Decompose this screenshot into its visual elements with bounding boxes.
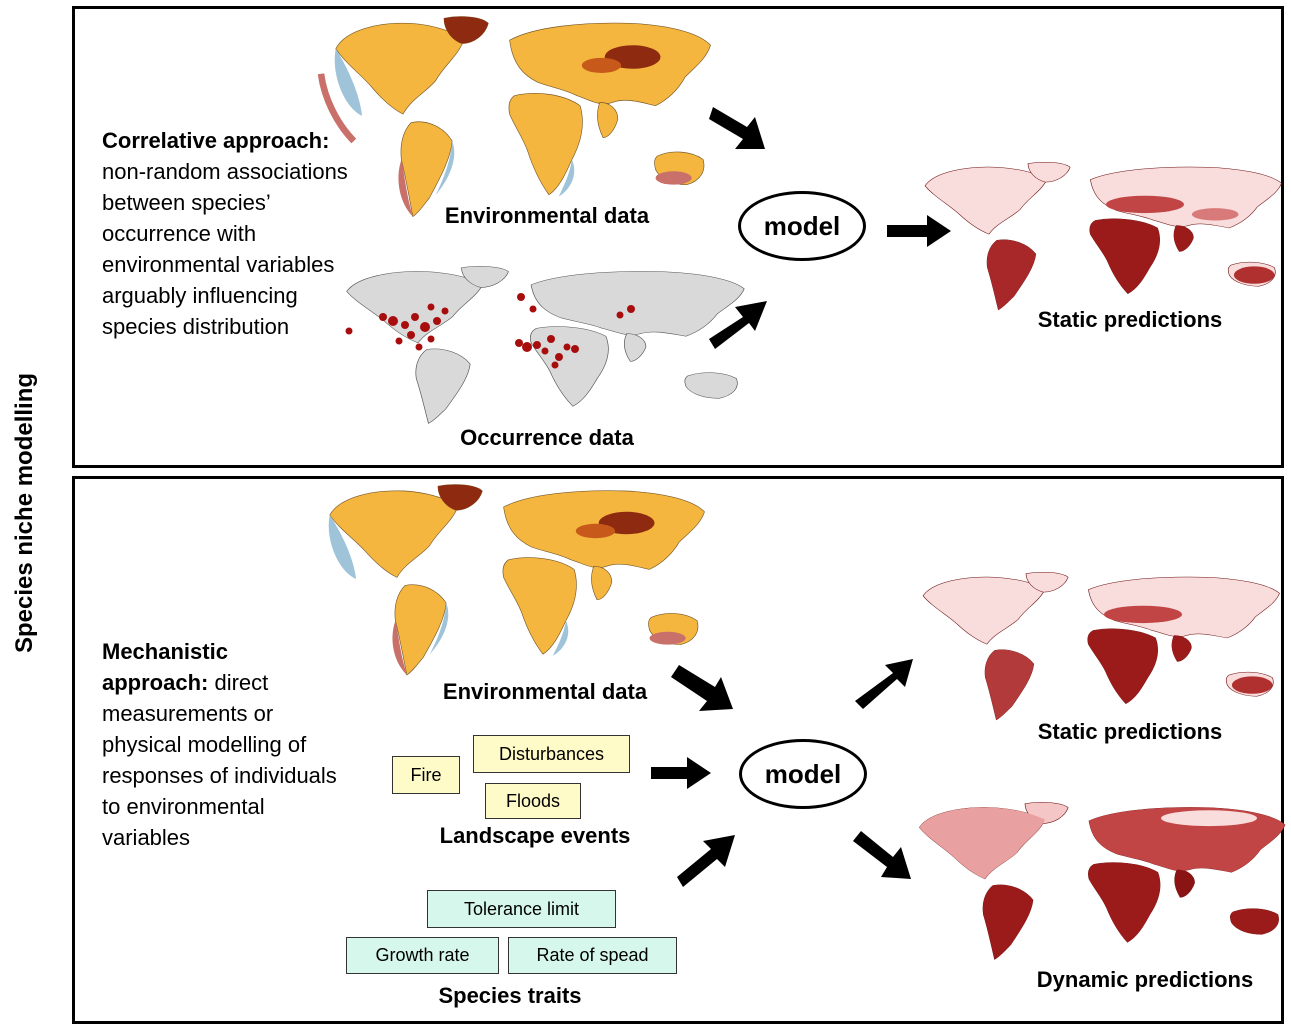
event-fire: Fire	[392, 756, 460, 794]
arrow-occ-to-model	[709, 301, 767, 349]
correlative-arrows	[709, 107, 951, 349]
correlative-heading: Correlative approach:	[102, 128, 330, 153]
dynamic-prediction-map	[919, 801, 1286, 960]
landscape-events-label: Landscape events	[439, 823, 631, 848]
arrow-env-to-model	[709, 107, 765, 149]
mechanistic-arrows	[651, 659, 913, 887]
event-disturbances: Disturbances	[473, 735, 630, 773]
static-predictions-label: Static predictions	[1037, 307, 1223, 332]
env-data-label: Environmental data	[444, 203, 650, 228]
trait-tolerance-limit: Tolerance limit	[427, 890, 616, 928]
correlative-model-node: model	[738, 191, 866, 261]
dynamic-predictions-label: Dynamic predictions	[1036, 967, 1254, 992]
environmental-map-2	[328, 484, 705, 676]
side-title: Species niche modelling	[11, 372, 39, 653]
trait-rate-of-spead: Rate of spead	[508, 937, 677, 974]
mechanistic-body: direct measurements or physical modellin…	[102, 670, 337, 850]
trait-growth-rate: Growth rate	[346, 937, 499, 974]
static-predictions-label-2: Static predictions	[1037, 719, 1223, 744]
occurrence-points	[345, 293, 635, 369]
arrow-model-to-static	[855, 659, 913, 709]
arrow-model-to-dynamic	[853, 831, 911, 879]
mechanistic-model-node: model	[739, 739, 867, 809]
correlative-body: non-random associations between species’…	[102, 159, 348, 339]
arrow-traits-to-model	[677, 835, 735, 887]
occurrence-data-label: Occurrence data	[460, 425, 634, 450]
mechanistic-heading: Mechanistic approach:	[102, 639, 228, 695]
env-data-label-2: Environmental data	[442, 679, 648, 704]
static-prediction-map	[924, 161, 1282, 311]
correlative-description: Correlative approach: non-random associa…	[102, 125, 357, 342]
arrow-env2-to-model	[671, 665, 733, 711]
mechanistic-description: Mechanistic approach: direct measurement…	[102, 636, 337, 853]
occurrence-map	[345, 265, 745, 424]
environmental-map	[317, 16, 711, 218]
arrow-model-to-static	[887, 215, 951, 247]
arrow-events-to-model	[651, 757, 711, 789]
species-traits-label: Species traits	[438, 983, 582, 1008]
correlative-panel: Correlative approach: non-random associa…	[72, 6, 1284, 468]
mechanistic-panel: Mechanistic approach: direct measurement…	[72, 476, 1286, 1024]
static-prediction-map-2	[922, 571, 1280, 721]
event-floods: Floods	[485, 783, 581, 819]
